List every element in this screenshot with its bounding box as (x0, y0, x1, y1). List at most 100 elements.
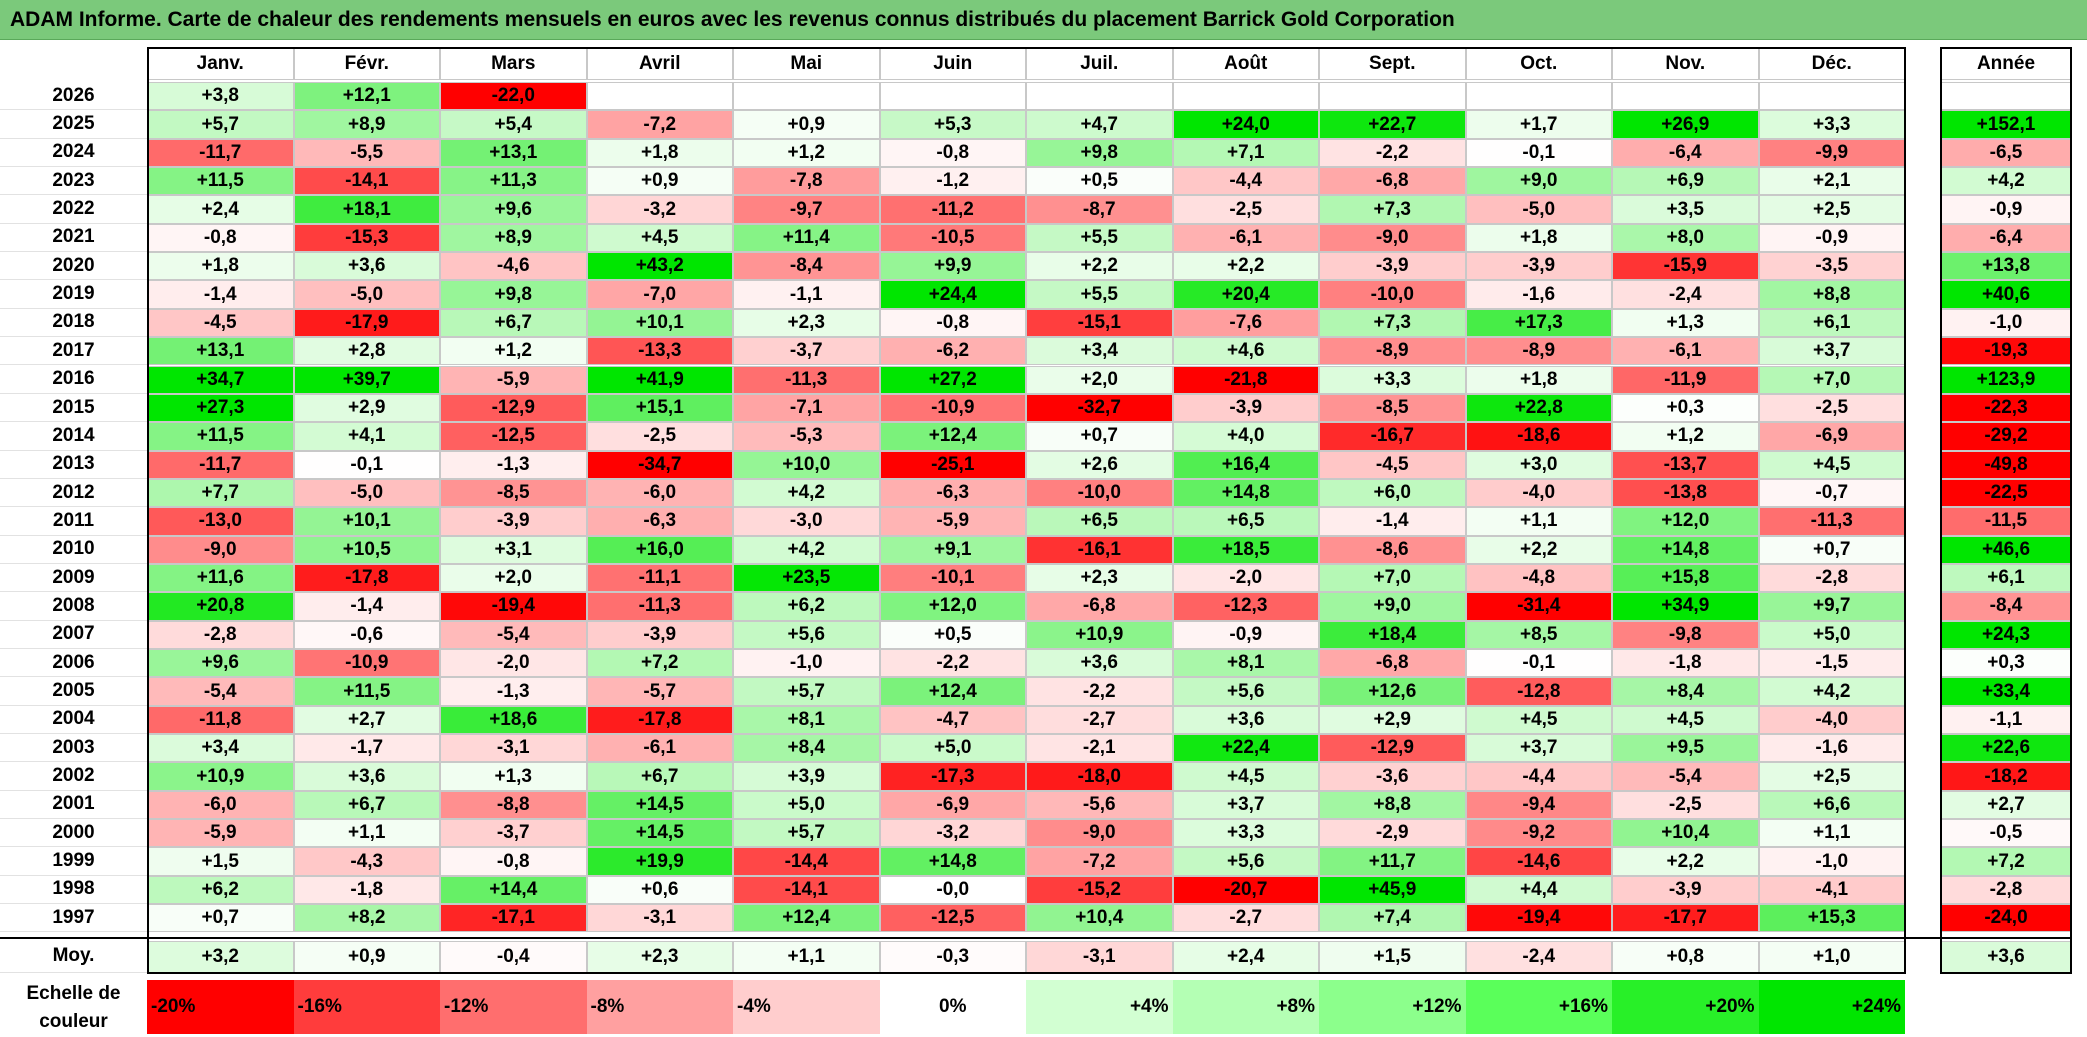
row-year-label: 2004 (0, 705, 147, 735)
heatmap-cell: -17,1 (440, 904, 587, 933)
heatmap-cell: +34,7 (147, 365, 294, 394)
heatmap-cell: -3,9 (586, 620, 733, 649)
heatmap-cell: -6,1 (1612, 337, 1759, 366)
heatmap-cell: +3,5 (1612, 195, 1759, 224)
heatmap-cell: -6,3 (879, 478, 1026, 508)
heatmap-cell: -7,8 (733, 167, 880, 196)
row-year-label: 2014 (0, 422, 147, 451)
heatmap-cell: -0,8 (440, 847, 587, 876)
row-year-label: 2019 (0, 280, 147, 309)
heatmap-cell: -1,6 (1465, 280, 1612, 309)
heatmap-cell: -0,8 (879, 308, 1026, 338)
month-header: Janv. (147, 48, 294, 80)
heatmap-cell: -11,7 (147, 138, 294, 168)
heatmap-cell: -3,2 (586, 195, 733, 224)
heatmap-cell: -2,5 (1758, 393, 1905, 423)
average-cell: -0,4 (440, 940, 587, 973)
heatmap-cell: +5,3 (879, 110, 1026, 139)
average-cell: +0,9 (293, 940, 440, 973)
heatmap-cell: -14,6 (1465, 847, 1612, 876)
heatmap-cell: +3,3 (1758, 110, 1905, 139)
heatmap-cell: -7,0 (586, 280, 733, 309)
heatmap-cell: -19,4 (440, 592, 587, 621)
average-cell: +1,5 (1319, 940, 1466, 973)
heatmap-cell: +5,0 (733, 790, 880, 820)
heatmap-cell: +7,2 (586, 649, 733, 678)
heatmap-cell: +2,9 (1319, 705, 1466, 735)
heatmap-cell: -2,7 (1172, 904, 1319, 933)
heatmap-cell: +2,6 (1026, 450, 1173, 479)
heatmap-cell: +15,3 (1758, 904, 1905, 933)
row-year-label: 2003 (0, 734, 147, 763)
heatmap-cell: +2,8 (293, 337, 440, 366)
average-cell: +2,3 (586, 940, 733, 973)
heatmap-cell: -1,4 (147, 280, 294, 309)
heatmap-cell: -20,7 (1172, 875, 1319, 905)
heatmap-cell: +27,2 (879, 365, 1026, 394)
annual-cell: -18,2 (1940, 762, 2072, 791)
heatmap-cell: +1,3 (440, 762, 587, 791)
heatmap-cell: +5,0 (879, 734, 1026, 763)
annual-cell: +33,4 (1940, 677, 2072, 706)
heatmap-cell: -2,5 (1172, 195, 1319, 224)
annual-cell: +40,6 (1940, 280, 2072, 309)
heatmap-cell: -9,9 (1758, 138, 1905, 168)
heatmap-cell: -19,4 (1465, 904, 1612, 933)
annual-cell: -1,1 (1940, 705, 2072, 735)
heatmap-cell: +18,6 (440, 705, 587, 735)
heatmap-cell: +10,1 (586, 308, 733, 338)
heatmap-cell: -2,2 (1319, 138, 1466, 168)
heatmap-cell: +3,6 (1026, 649, 1173, 678)
heatmap-cell: +6,7 (293, 790, 440, 820)
heatmap-cell: +10,1 (293, 507, 440, 536)
heatmap-cell: +10,9 (1026, 620, 1173, 649)
average-cell: -2,4 (1465, 940, 1612, 973)
row-year-label: 2026 (0, 82, 147, 111)
heatmap-cell: +12,4 (879, 422, 1026, 451)
heatmap-cell: -3,7 (733, 337, 880, 366)
heatmap-cell: -8,6 (1319, 535, 1466, 564)
heatmap-cell: +20,8 (147, 592, 294, 621)
heatmap-cell: -17,7 (1612, 904, 1759, 933)
heatmap-cell: +3,0 (1465, 450, 1612, 479)
month-header: Juil. (1026, 48, 1173, 80)
heatmap-cell: -3,9 (1319, 252, 1466, 281)
heatmap-cell: +14,5 (586, 819, 733, 848)
heatmap-cell: -13,8 (1612, 478, 1759, 508)
heatmap-cell: -5,4 (440, 620, 587, 649)
heatmap-cell: -4,8 (1465, 563, 1612, 593)
heatmap-cell: -8,4 (733, 252, 880, 281)
heatmap-cell: +2,3 (733, 308, 880, 338)
row-year-label: 2017 (0, 337, 147, 366)
heatmap-cell: -12,9 (440, 393, 587, 423)
color-scale-stop: -16% (293, 980, 440, 1034)
heatmap-cell: +4,2 (1758, 677, 1905, 706)
heatmap-cell: +7,3 (1319, 308, 1466, 338)
heatmap-cell: -8,8 (440, 790, 587, 820)
annual-cell: -2,8 (1940, 875, 2072, 905)
color-scale-stop: -20% (147, 980, 294, 1034)
heatmap-cell: +16,0 (586, 535, 733, 564)
average-cell: +1,1 (733, 940, 880, 973)
heatmap-cell: +11,5 (147, 167, 294, 196)
heatmap-cell: -7,2 (586, 110, 733, 139)
heatmap-cell: -10,9 (293, 649, 440, 678)
month-header: Sept. (1319, 48, 1466, 80)
heatmap-cell: -3,1 (440, 734, 587, 763)
heatmap-cell: +2,1 (1758, 167, 1905, 196)
heatmap-cell: +8,9 (293, 110, 440, 139)
color-scale-stop: +12% (1319, 980, 1466, 1034)
heatmap-cell: +5,5 (1026, 223, 1173, 253)
heatmap-cell: -1,2 (879, 167, 1026, 196)
annual-cell: -0,9 (1940, 195, 2072, 224)
heatmap-cell: +12,4 (733, 904, 880, 933)
heatmap-cell: +11,6 (147, 563, 294, 593)
heatmap-cell: +7,4 (1319, 904, 1466, 933)
heatmap-cell: +6,1 (1758, 308, 1905, 338)
heatmap-cell: +14,5 (586, 790, 733, 820)
heatmap-cell: +7,0 (1758, 365, 1905, 394)
heatmap-cell: -7,1 (733, 393, 880, 423)
heatmap-cell: -31,4 (1465, 592, 1612, 621)
heatmap-cell: +6,7 (440, 308, 587, 338)
